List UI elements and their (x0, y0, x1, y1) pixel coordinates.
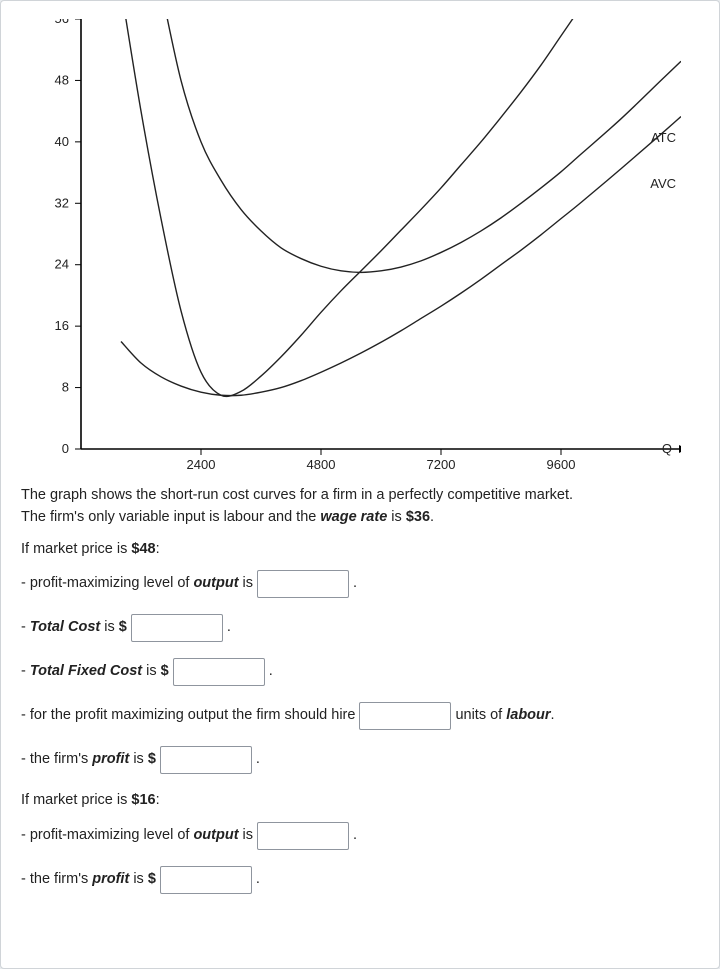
y-tick-label: 24 (55, 257, 69, 272)
intro-wage-rate-label: wage rate (320, 509, 387, 525)
p48-q2-dollar: $ (119, 617, 127, 639)
atc-curve (161, 19, 681, 272)
question-card: 081624324048562400480072009600SMCATCAVCQ… (0, 0, 720, 969)
p48-q3-tfc-label: Total Fixed Cost (30, 661, 142, 683)
p48-q4-row: - for the profit maximizing output the f… (21, 702, 699, 730)
p16-q1-a: - profit-maximizing level of (21, 825, 193, 847)
cost-curves-chart: 081624324048562400480072009600SMCATCAVCQ (21, 19, 681, 479)
q-axis-label: Q (662, 441, 672, 456)
x-axis-arrow (679, 445, 681, 453)
p48-q1-output-label: output (193, 573, 238, 595)
p16-price: $16 (131, 792, 155, 808)
y-tick-label: 40 (55, 134, 69, 149)
p48-q2-row: - Total Cost is $ . (21, 614, 699, 642)
p48-q4-labour-label: labour (506, 705, 550, 727)
y-tick-label: 48 (55, 72, 69, 87)
p16-q2-c: is (129, 869, 148, 891)
p48-q1-a: - profit-maximizing level of (21, 573, 193, 595)
intro-line2-a: The firm's only variable input is labour… (21, 509, 320, 525)
p48-heading-c: : (156, 541, 160, 557)
p48-q3-dollar: $ (161, 661, 169, 683)
x-tick-label: 7200 (427, 457, 456, 472)
p48-q3-a: - (21, 661, 30, 683)
y-tick-label: 0 (62, 441, 69, 456)
x-tick-label: 4800 (307, 457, 336, 472)
p48-q3-row: - Total Fixed Cost is $ . (21, 658, 699, 686)
p48-profit-input[interactable] (160, 746, 252, 774)
p16-q1-output-label: output (193, 825, 238, 847)
p16-heading-a: If market price is (21, 792, 131, 808)
p16-heading-c: : (156, 792, 160, 808)
p48-q5-dollar: $ (148, 749, 156, 771)
p16-profit-input[interactable] (160, 866, 252, 894)
p48-q3-c: is (142, 661, 161, 683)
y-tick-label: 56 (55, 19, 69, 26)
smc-curve (121, 19, 601, 396)
p16-q2-profit-label: profit (92, 869, 129, 891)
p48-q5-profit-label: profit (92, 749, 129, 771)
y-tick-label: 32 (55, 195, 69, 210)
p48-q1-row: - profit-maximizing level of output is . (21, 570, 699, 598)
p16-q2-dollar: $ (148, 869, 156, 891)
p16-output-input[interactable] (257, 822, 349, 850)
avc-label: AVC (650, 176, 676, 191)
atc-label: ATC (651, 130, 676, 145)
p48-q5-e: . (256, 749, 260, 771)
p48-q5-row: - the firm's profit is $ . (21, 746, 699, 774)
intro-wage-value: $36 (406, 509, 430, 525)
intro-line2-c: is (387, 509, 406, 525)
intro-line2-e: . (430, 509, 434, 525)
p48-q2-e: . (227, 617, 231, 639)
p48-q1-d: . (353, 573, 357, 595)
p48-total-cost-input[interactable] (131, 614, 223, 642)
p48-q4-d: . (551, 705, 555, 727)
p16-q2-a: - the firm's (21, 869, 92, 891)
p16-q2-row: - the firm's profit is $ . (21, 866, 699, 894)
p16-q1-d: . (353, 825, 357, 847)
p48-q5-c: is (129, 749, 148, 771)
p48-q2-a: - (21, 617, 30, 639)
p16-q1-c: is (239, 825, 254, 847)
question-text: The graph shows the short-run cost curve… (21, 485, 699, 894)
p48-q3-e: . (269, 661, 273, 683)
x-tick-label: 9600 (547, 457, 576, 472)
avc-curve (121, 117, 681, 396)
p48-price: $48 (131, 541, 155, 557)
p48-heading-a: If market price is (21, 541, 131, 557)
p48-q2-tc-label: Total Cost (30, 617, 100, 639)
p16-q1-row: - profit-maximizing level of output is . (21, 822, 699, 850)
intro-line1: The graph shows the short-run cost curve… (21, 487, 573, 503)
p48-q4-b: units of (455, 705, 506, 727)
p48-tfc-input[interactable] (173, 658, 265, 686)
p48-q1-c: is (239, 573, 254, 595)
p48-q2-c: is (100, 617, 119, 639)
p48-labour-input[interactable] (359, 702, 451, 730)
x-tick-label: 2400 (187, 457, 216, 472)
p16-q2-e: . (256, 869, 260, 891)
y-tick-label: 16 (55, 318, 69, 333)
y-tick-label: 8 (62, 380, 69, 395)
p48-q5-a: - the firm's (21, 749, 92, 771)
p48-output-input[interactable] (257, 570, 349, 598)
p48-q4-a: - for the profit maximizing output the f… (21, 705, 355, 727)
